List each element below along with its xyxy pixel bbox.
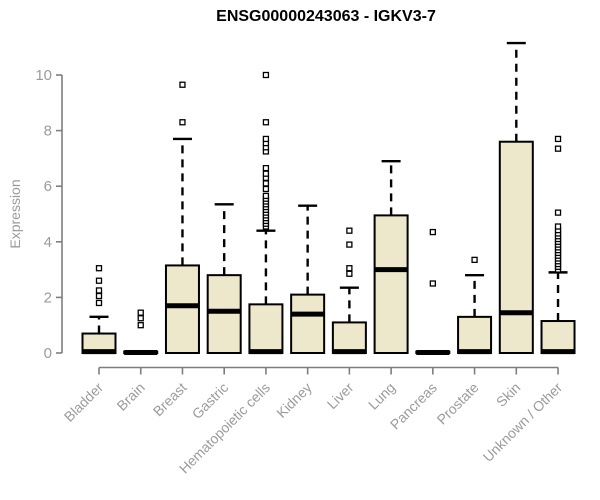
outlier-point (346, 227, 353, 234)
category-label: Unknown / Other (480, 379, 566, 465)
boxplot-skin (498, 41, 534, 354)
outlier-point (137, 309, 144, 316)
outlier-point (471, 256, 478, 264)
boxplot-lung (373, 159, 409, 354)
outlier-point (554, 209, 562, 216)
outlier-point (554, 145, 562, 152)
outlier-point (179, 81, 186, 88)
y-tick-label: 0 (44, 345, 52, 362)
category-label: Lung (365, 379, 398, 412)
boxplot-breast (164, 81, 200, 354)
category-label: Prostate (434, 379, 482, 427)
category-label: Skin (493, 379, 524, 410)
boxplot-bladder (81, 265, 117, 355)
boxplot-pancreas (415, 228, 451, 355)
category-label: Kidney (273, 379, 315, 421)
outlier-point (346, 265, 353, 272)
box-rect (457, 315, 493, 354)
boxplot-prostate (457, 256, 493, 355)
boxplot-brain (123, 309, 159, 355)
y-tick-label: 6 (44, 178, 52, 195)
outlier-point (262, 185, 270, 193)
category-label: Brain (113, 379, 147, 413)
box-rect (498, 140, 534, 354)
outlier-point (262, 180, 270, 187)
outlier-point (95, 292, 103, 300)
outlier-point (429, 280, 436, 287)
box-rect (290, 293, 326, 354)
outlier-point (262, 135, 270, 143)
y-tick-label: 10 (35, 67, 52, 84)
boxplot-hematopoietic-cells (248, 71, 284, 355)
outlier-point (95, 287, 103, 294)
box-rect (206, 274, 242, 354)
outlier-point (137, 322, 144, 329)
box-rect (373, 214, 409, 354)
outlier-point (346, 270, 353, 277)
y-tick-label: 2 (44, 289, 52, 306)
box-rect (248, 303, 284, 355)
outlier-point (262, 170, 270, 177)
outlier-point (554, 135, 562, 143)
outlier-point (137, 315, 144, 322)
outlier-point (262, 119, 270, 126)
chart-title: ENSG00000243063 - IGKV3-7 (216, 8, 436, 25)
outlier-point (95, 265, 103, 272)
outlier-point (95, 277, 103, 284)
boxplot-gastric (206, 203, 242, 354)
box-rect (164, 264, 200, 354)
outlier-point (262, 192, 270, 200)
category-label: Bladder (61, 379, 107, 425)
y-tick-label: 4 (44, 234, 52, 251)
outlier-point (262, 164, 270, 172)
category-label: Liver (324, 379, 357, 412)
y-tick-label: 8 (44, 123, 52, 140)
outlier-point (554, 223, 562, 230)
boxplot-unknown-other (540, 135, 576, 355)
outlier-point (429, 228, 436, 236)
boxplot-liver (331, 227, 367, 355)
box-rect (331, 321, 367, 355)
box-rect (540, 320, 576, 354)
outlier-point (95, 299, 103, 307)
outlier-point (346, 241, 353, 248)
category-label: Breast (150, 379, 190, 419)
outlier-point (179, 119, 186, 126)
boxplot-kidney (290, 204, 326, 354)
outlier-point (262, 71, 270, 79)
